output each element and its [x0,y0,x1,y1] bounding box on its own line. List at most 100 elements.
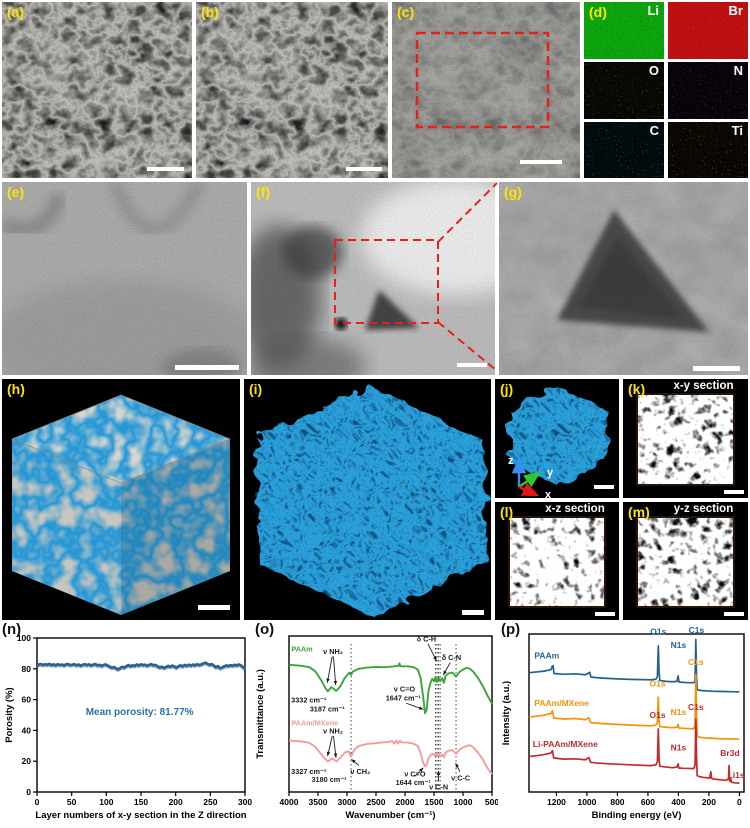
svg-text:ν C=O: ν C=O [404,769,426,778]
cube-render-j: z y x [495,379,619,498]
svg-text:800: 800 [610,797,624,807]
svg-text:ν NH₂: ν NH₂ [323,727,343,736]
section-m-title: y-z section [673,503,734,515]
panel-h-3d-cube: (h) [2,379,240,620]
svg-text:0: 0 [35,797,40,807]
scale-bar [457,363,487,367]
eds-texture-o [584,62,664,119]
svg-text:1200: 1200 [547,797,566,807]
scale-bar [594,485,614,489]
svg-text:100: 100 [17,633,31,643]
scale-bar [693,366,740,371]
axis-z-label: z [508,455,514,467]
porosity-line-chart: 0 50 100 150 200 250 300 0 20 40 60 80 100 Layer numb… [4,633,252,821]
svg-text:C1s: C1s [688,702,704,712]
panel-g-tem-image: (g) [499,182,748,375]
eds-element-label: N [733,63,743,78]
panel-d-label: (d) [589,4,607,20]
panel-j-3d-cube-axes: z y x (j) [495,379,619,498]
svg-text:Li-PAAm/MXene: Li-PAAm/MXene [533,739,598,749]
sem-texture-a [2,2,192,178]
panel-i-3d-network: (i) [244,379,491,620]
panel-d-eds-maps: (d) Li Br O N C Ti [584,2,748,178]
svg-text:3332 cm⁻¹: 3332 cm⁻¹ [291,695,327,704]
panel-l-xz-section: (l) x-z section [495,502,619,620]
svg-text:1644 cm⁻¹: 1644 cm⁻¹ [396,778,432,787]
svg-text:3327 cm⁻¹: 3327 cm⁻¹ [291,767,327,776]
svg-text:O1s: O1s [650,626,666,636]
svg-text:4000: 4000 [280,797,299,807]
svg-text:3180 cm⁻¹: 3180 cm⁻¹ [311,775,347,784]
svg-text:80: 80 [22,664,32,674]
eds-texture-ti [668,122,748,178]
eds-element-label: Ti [731,123,743,138]
svg-text:150: 150 [134,797,148,807]
panel-m-label: (m) [628,504,650,520]
scale-bar [724,490,744,494]
eds-map-o: O [584,62,664,119]
svg-text:C1s: C1s [688,657,704,667]
svg-text:3000: 3000 [338,797,357,807]
panel-l-label: (l) [500,504,514,520]
panel-b-sem-image: (b) [196,2,388,178]
axis-x-label: x [545,489,552,498]
eds-element-label: O [648,63,659,78]
panel-b-label: (b) [201,4,219,20]
svg-text:Mean porosity: 81.77%: Mean porosity: 81.77% [86,707,194,718]
eds-texture-li [584,2,664,59]
svg-text:PAAm/MXene: PAAm/MXene [534,698,589,708]
svg-text:N1s: N1s [671,707,687,717]
svg-text:300: 300 [238,797,252,807]
svg-text:Porosity (%): Porosity (%) [4,687,15,742]
panel-f-tem-image: (f) [251,182,495,375]
svg-text:O1s: O1s [650,710,666,720]
ftir-line-chart: 4000 3500 3000 2500 2000 1500 1000 500 Wavenumbe… [255,634,498,821]
svg-text:C1s: C1s [689,625,705,635]
tem-texture-f [251,182,495,375]
svg-text:N1s: N1s [671,743,687,753]
svg-text:1000: 1000 [454,797,473,807]
panel-n-label: (n) [2,622,22,638]
eds-texture-br [668,2,748,59]
section-texture-m [636,516,735,608]
scale-bar [724,612,744,616]
svg-text:20: 20 [22,756,32,766]
svg-text:Li1s: Li1s [728,770,745,780]
svg-text:ν C-N: ν C-N [429,783,448,792]
svg-text:Br3d: Br3d [720,748,739,758]
svg-text:3500: 3500 [309,797,328,807]
panel-h-label: (h) [7,381,25,397]
panel-p-xps-chart: 1200 1000 800 600 400 200 0 Binding energy (eV)… [499,622,750,828]
svg-text:2500: 2500 [367,797,386,807]
xps-line-chart: 1200 1000 800 600 400 200 0 Binding energy (eV)… [501,625,745,821]
svg-text:40: 40 [22,725,32,735]
svg-text:ν C=O: ν C=O [394,684,416,693]
cube-render-h [2,379,240,620]
axis-y-label: y [547,467,554,479]
svg-text:500: 500 [485,797,498,807]
svg-text:N1s: N1s [671,640,687,650]
panel-c-label: (c) [397,4,415,20]
svg-text:60: 60 [22,695,32,705]
panel-i-label: (i) [249,381,263,397]
zoom-region-box [334,239,439,324]
svg-text:Wavenumber (cm⁻¹): Wavenumber (cm⁻¹) [345,810,435,821]
panel-n-porosity-chart: 0 50 100 150 200 250 300 0 20 40 60 80 100 Layer numb… [0,622,252,828]
eds-element-label: C [649,123,659,138]
svg-text:200: 200 [702,797,716,807]
svg-text:O1s: O1s [650,679,666,689]
eds-map-li: Li [584,2,664,59]
eds-texture-c [584,122,664,178]
panel-k-xy-section: (k) x-y section [623,379,748,498]
svg-text:100: 100 [99,797,113,807]
svg-text:0: 0 [737,797,742,807]
scale-bar [595,612,615,616]
axis-triad: z y x [508,455,554,498]
svg-text:250: 250 [203,797,217,807]
scale-bar [462,610,484,615]
panel-g-label: (g) [504,184,522,200]
svg-text:600: 600 [641,797,655,807]
cube-render-i [244,379,491,620]
svg-text:PAAm: PAAm [291,645,313,654]
